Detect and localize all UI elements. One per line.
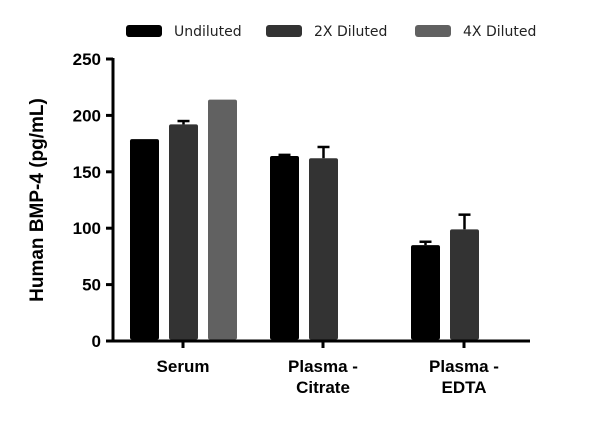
bar-undiluted xyxy=(270,156,299,340)
bar-2x-diluted xyxy=(309,158,338,340)
legend-label: 2X Diluted xyxy=(314,24,387,40)
bar-undiluted xyxy=(130,139,159,340)
bar-2x-diluted xyxy=(169,124,198,340)
x-tick-label: Citrate xyxy=(296,378,350,397)
y-tick-label: 200 xyxy=(73,106,101,125)
y-tick-label: 50 xyxy=(82,276,101,295)
x-tick-label: Serum xyxy=(157,357,210,376)
legend-label: 4X Diluted xyxy=(463,24,536,40)
y-tick-label: 100 xyxy=(73,219,101,238)
legend-label: Undiluted xyxy=(174,24,242,40)
y-tick-label: 150 xyxy=(73,163,101,182)
bar-undiluted xyxy=(411,245,440,340)
y-tick-label: 250 xyxy=(73,50,101,69)
y-tick-label: 0 xyxy=(92,332,101,351)
bar-2x-diluted xyxy=(450,229,479,340)
legend-swatch xyxy=(415,25,451,37)
legend-swatch xyxy=(126,25,162,37)
x-tick-label: Plasma - xyxy=(288,357,358,376)
bar-4x-diluted xyxy=(208,99,237,340)
x-tick-label: Plasma - xyxy=(429,357,499,376)
x-tick-label: EDTA xyxy=(441,378,486,397)
y-axis-label: Human BMP-4 (pg/mL) xyxy=(27,98,48,302)
legend-swatch xyxy=(266,25,302,37)
